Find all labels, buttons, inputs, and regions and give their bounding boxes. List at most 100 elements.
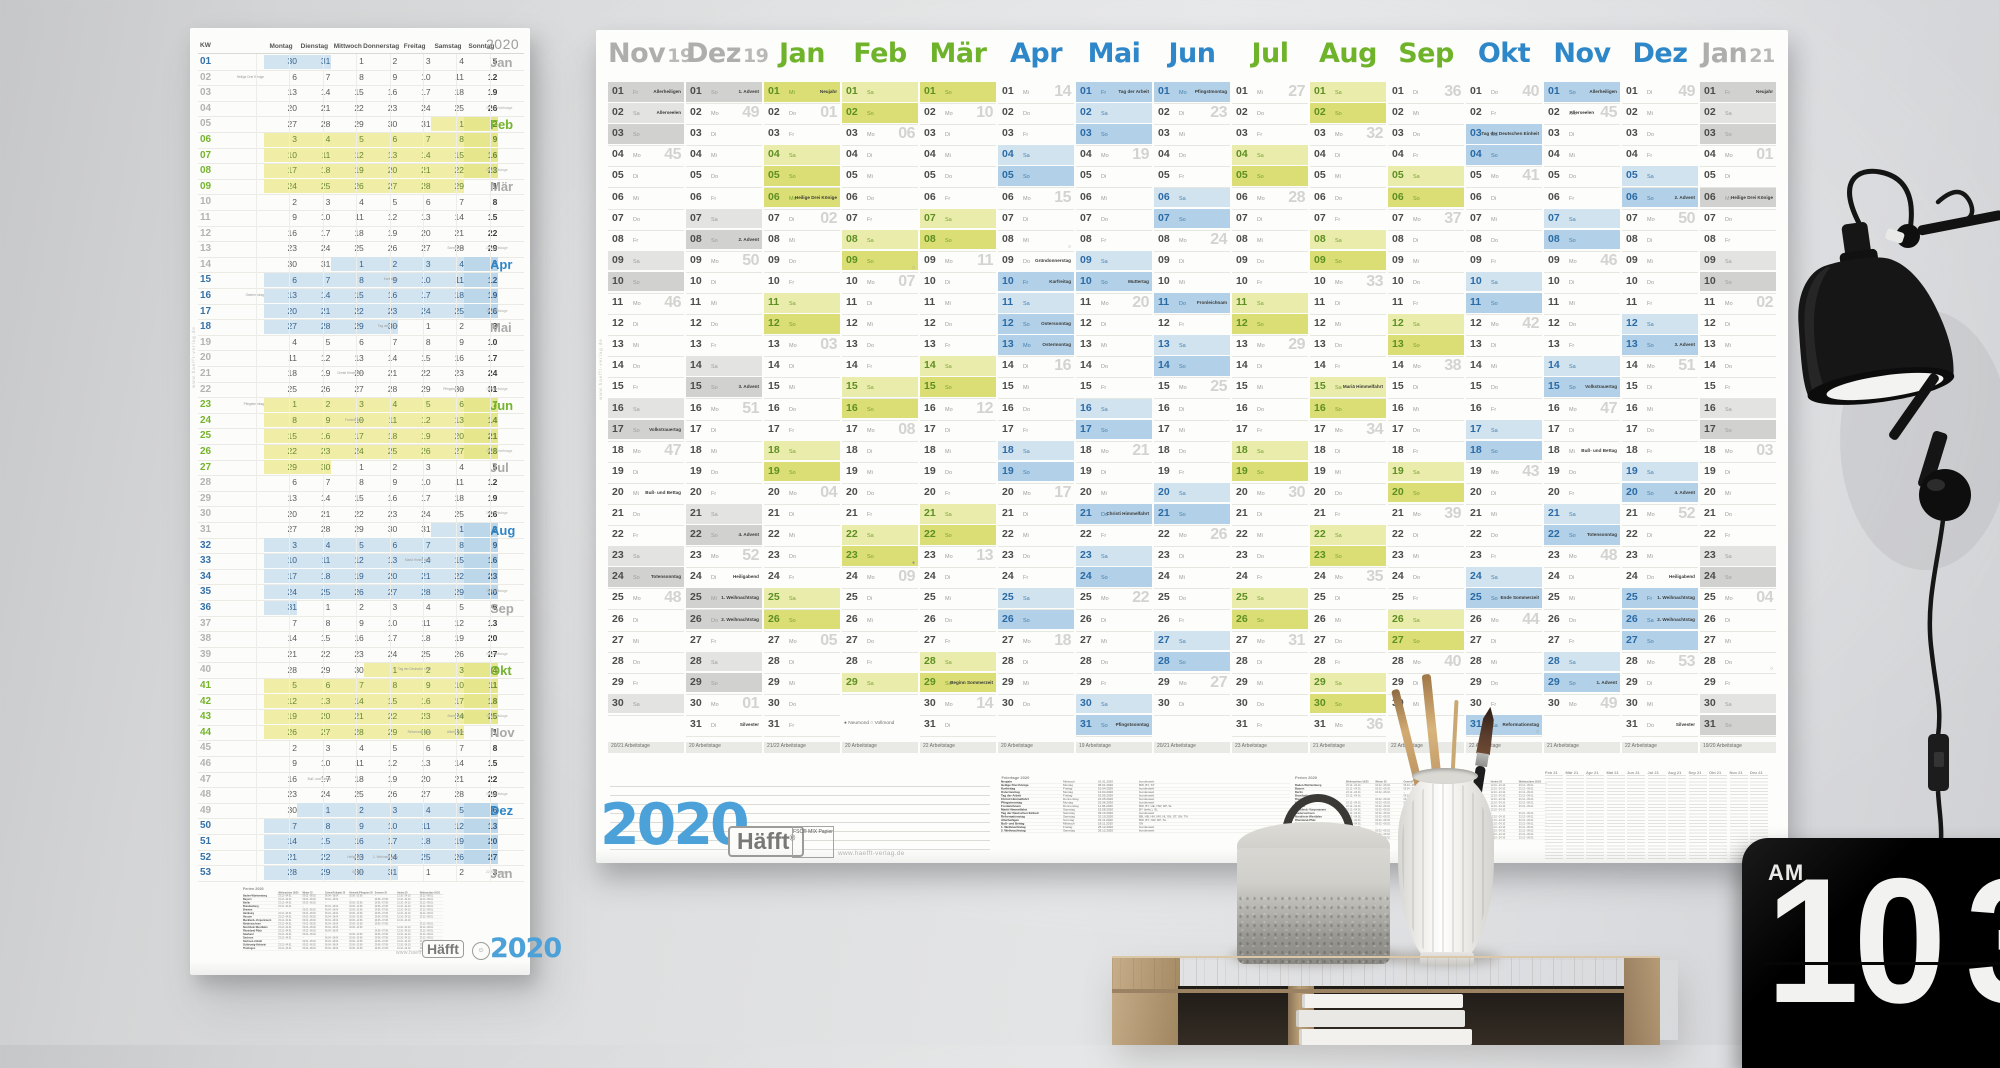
day-number: 19 bbox=[1314, 464, 1326, 477]
day-number: 23 bbox=[1080, 549, 1092, 562]
weekend-holiday-highlight bbox=[842, 250, 918, 271]
ferien-range: 03.02.–08.02. bbox=[1374, 787, 1403, 791]
ferien-col-header: Himmelf./Pfingsten 20 bbox=[348, 891, 374, 895]
weekday-abbr: Fr bbox=[633, 385, 639, 392]
month-column-aug: 01 Sa 02 So 03 Mo 32 04 Di 05 Mi 06 Do 07 Fr 08 Sa 09 So 10… bbox=[1310, 82, 1386, 738]
day-cell: 11 Fr bbox=[1622, 293, 1698, 316]
weekday-abbr: Mo bbox=[1101, 596, 1109, 603]
day-number: 27 bbox=[1470, 633, 1482, 646]
weekday-abbr: Do bbox=[1335, 638, 1343, 645]
day-cell: 28 Mi bbox=[1466, 652, 1542, 674]
month-color-band bbox=[297, 553, 331, 568]
day-cell: 06 Do bbox=[842, 188, 918, 210]
week-row: 09 24 25 26 27 28 29 1 Mär bbox=[198, 179, 524, 196]
weekday-abbr: Mi bbox=[1023, 237, 1029, 244]
day-number: 22 bbox=[287, 446, 297, 457]
weekday-abbr: Mo bbox=[633, 596, 641, 603]
weekend-holiday-highlight bbox=[1310, 103, 1386, 123]
weekday-abbr: Mi bbox=[1569, 596, 1575, 603]
day-number: 30 bbox=[387, 321, 398, 332]
ferien-range: 29.06.–07.08. bbox=[373, 943, 397, 947]
ferien-range: 02.06.–13.06. bbox=[348, 922, 374, 926]
day-cell: 18 Sa bbox=[998, 440, 1074, 463]
day-number: 5 bbox=[425, 399, 431, 410]
holiday-note: Reformationstag bbox=[407, 729, 431, 734]
week-number: 51 bbox=[1678, 357, 1695, 375]
ferien-range: 03.02.–08.02. bbox=[1374, 818, 1403, 823]
day-number: 21 bbox=[846, 507, 858, 519]
day-number: 24 bbox=[1236, 570, 1248, 583]
workdays-footer: 20 Arbeitstage bbox=[998, 742, 1074, 753]
day-number: 1 bbox=[325, 602, 331, 613]
day-number: 05 bbox=[1314, 169, 1326, 182]
week-row: 36 31 1 2 3 4 5 6 Sep bbox=[198, 600, 524, 617]
month-color-band bbox=[264, 304, 298, 319]
day-number: 27 bbox=[487, 851, 498, 862]
day-cell: 02 Mo 10 bbox=[920, 103, 996, 126]
month-color-band bbox=[431, 288, 465, 303]
day-number: 03 bbox=[1314, 127, 1326, 140]
weekend-holiday-highlight bbox=[686, 672, 762, 693]
day-number: 30 bbox=[768, 696, 780, 709]
day-number: 20 bbox=[320, 711, 331, 722]
day-number: 11 bbox=[1548, 296, 1560, 308]
day-number: 31 bbox=[1704, 718, 1716, 730]
day-cell: 21 So bbox=[1154, 504, 1230, 527]
day-number: 02 bbox=[1470, 106, 1482, 119]
weekday-abbr: Fr bbox=[1647, 448, 1653, 455]
month-color-band bbox=[330, 304, 365, 319]
month-color-band bbox=[330, 803, 365, 818]
day-number: 05 bbox=[924, 169, 936, 182]
day-number: 11 bbox=[1704, 296, 1716, 308]
lamp-shade-bell bbox=[1798, 257, 1954, 398]
weekday-abbr: Di bbox=[1725, 469, 1731, 476]
ferien-range: 12.10.–24.10. bbox=[1489, 797, 1518, 802]
day-cell: 27 Mo 31 bbox=[1232, 631, 1308, 653]
month-color-band bbox=[431, 709, 465, 724]
weekday-abbr: So bbox=[1491, 153, 1498, 160]
day-number: 3 bbox=[292, 539, 297, 550]
ferien-range: – bbox=[373, 894, 397, 898]
weekday-abbr: Fr bbox=[789, 132, 795, 139]
day-cell: 14 Mo 51 bbox=[1622, 356, 1698, 379]
day-number: 17 bbox=[320, 773, 331, 784]
day-number: 19 bbox=[387, 773, 398, 784]
day-cell: 13 Mo 29 bbox=[1232, 335, 1308, 358]
weekday-abbr: Mi bbox=[945, 153, 951, 160]
week-number: 23 bbox=[1210, 104, 1227, 122]
week-number: 02 bbox=[1756, 294, 1773, 311]
workdays-footer: 20 Arbeitstage bbox=[686, 742, 762, 753]
month-color-band bbox=[397, 803, 431, 818]
ferien-range: 03.02.–08.02. bbox=[301, 943, 324, 947]
weekday-abbr: So bbox=[789, 617, 796, 624]
holiday-note: Neujahr bbox=[1755, 89, 1773, 94]
flip-clock-split-line bbox=[1762, 962, 2000, 965]
weekday-abbr: Fr bbox=[945, 490, 951, 497]
ferien-range: 23.12.–04.01. bbox=[277, 943, 302, 947]
day-cell: 15 Di bbox=[1388, 377, 1464, 400]
day-number: 18 bbox=[1392, 443, 1404, 456]
state-name: Sachsen bbox=[242, 936, 278, 940]
day-number: 27 bbox=[387, 586, 398, 597]
weekday-abbr: Di bbox=[945, 723, 951, 729]
month-color-band bbox=[297, 725, 331, 740]
week-row: 51 14 15 16 17 18 19 20 bbox=[198, 834, 524, 851]
day-cell: 09 Sa bbox=[608, 250, 684, 273]
weekday-abbr: Mi bbox=[711, 596, 717, 603]
day-cell: 07 Fr bbox=[842, 209, 918, 231]
day-number: 22 bbox=[1236, 528, 1248, 541]
weekday-abbr: Mo bbox=[1725, 448, 1733, 455]
weekday-abbr: Sa bbox=[1413, 617, 1420, 624]
day-number: 30 bbox=[1158, 696, 1170, 709]
day-number: 10 bbox=[387, 617, 398, 628]
day-number: 5 bbox=[459, 602, 464, 613]
weekday-abbr: Di bbox=[1413, 90, 1419, 96]
month-header-apr: Apr bbox=[1009, 38, 1063, 69]
day-number: 1 bbox=[492, 726, 498, 737]
day-number: 18 bbox=[387, 430, 398, 441]
month-column-feb: 01 Sa 02 So 03 Mo 06 04 Di 05 Mi 06 Do 07 Fr 08 Sa 09 So ○ 1… bbox=[842, 82, 918, 737]
ferien-range: – bbox=[323, 932, 349, 937]
month-color-band bbox=[364, 319, 398, 334]
day-cell: 10 Mo 33 bbox=[1310, 272, 1386, 294]
ferien-range: 03.02.–08.02. bbox=[301, 939, 324, 944]
